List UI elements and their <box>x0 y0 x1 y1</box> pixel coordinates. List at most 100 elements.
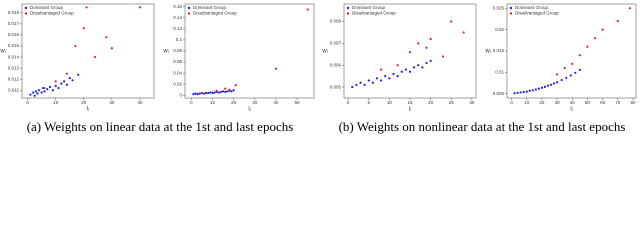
y-tick-label: 0.14 <box>173 15 182 20</box>
plot-frame <box>184 3 315 99</box>
point <box>33 94 36 97</box>
point <box>82 27 85 30</box>
point <box>36 92 39 95</box>
point <box>516 91 519 94</box>
point <box>355 83 358 86</box>
point <box>232 89 235 92</box>
x-tick-label: 40 <box>570 100 576 105</box>
point <box>60 82 63 85</box>
y-tick-label: 0.06 <box>173 59 182 64</box>
y-tick-label: 0.02 <box>495 27 504 32</box>
point <box>400 70 403 73</box>
legend-marker <box>346 12 350 15</box>
point <box>234 84 237 87</box>
point <box>388 77 391 80</box>
legend-marker <box>187 6 191 10</box>
y-tick-label: 0.012 <box>8 76 20 81</box>
point <box>546 84 550 87</box>
point <box>384 75 387 78</box>
point <box>351 85 354 89</box>
point <box>221 90 225 93</box>
point <box>219 90 223 94</box>
point <box>274 67 278 70</box>
point <box>110 47 113 50</box>
point <box>531 89 534 92</box>
y-tick-label: 0.018 <box>8 10 20 15</box>
y-tick-label: 0.12 <box>173 26 182 31</box>
x-tick-label: 20 <box>539 100 545 105</box>
x-tick-label: 30 <box>109 100 115 105</box>
point <box>578 54 581 57</box>
point <box>367 79 370 82</box>
point <box>40 91 43 94</box>
legend-label: Dominant Group <box>30 5 64 10</box>
x-tick-label: 5 <box>367 100 370 105</box>
y-axis-label: wᵢ <box>0 49 6 55</box>
point <box>549 83 553 86</box>
x-tick-label: 80 <box>630 100 636 105</box>
point <box>215 89 218 92</box>
point <box>48 85 52 89</box>
y-tick-label: 0.08 <box>173 48 182 53</box>
x-tick-label: 10 <box>524 100 530 105</box>
x-tick-label: 0 <box>347 100 350 105</box>
figure: (a) Weights on linear data at the 1st an… <box>0 3 637 134</box>
y-tick-label: 0.013 <box>8 65 20 70</box>
point <box>207 91 210 95</box>
point <box>555 73 559 76</box>
point <box>560 78 563 82</box>
point <box>65 72 69 75</box>
point <box>77 73 80 76</box>
x-axis-label: lᵢ <box>570 107 572 113</box>
y-tick-label: 0.014 <box>8 54 20 59</box>
point <box>224 90 227 94</box>
point <box>616 19 619 23</box>
x-tick-label: 40 <box>273 100 279 105</box>
point <box>54 80 57 83</box>
point <box>105 36 108 39</box>
point <box>522 90 525 94</box>
point <box>138 6 142 9</box>
point <box>519 91 522 94</box>
x-tick-label: 20 <box>81 100 87 105</box>
point <box>74 44 77 48</box>
point <box>408 50 412 54</box>
legend-label: Disadvantaged Group <box>193 11 237 16</box>
legend-marker <box>187 12 191 15</box>
point <box>396 64 399 67</box>
x-tick-label: 30 <box>555 100 561 105</box>
point <box>429 59 432 62</box>
point <box>217 91 220 94</box>
point <box>525 90 528 93</box>
y-tick-label: 0.04 <box>173 70 182 75</box>
point <box>213 91 216 94</box>
x-tick-label: 50 <box>295 100 301 105</box>
y-tick-label: 0.017 <box>8 21 20 26</box>
y-tick-label: 0.016 <box>8 32 20 37</box>
point <box>37 89 40 92</box>
legend-label: Disadvantaged Group <box>30 11 74 16</box>
y-tick-label: 0.16 <box>173 4 182 9</box>
point <box>32 91 35 94</box>
x-tick-label: 0 <box>510 100 513 105</box>
x-tick-label: 10 <box>210 100 216 105</box>
point <box>571 62 574 65</box>
plot-frame <box>21 3 155 99</box>
y-tick-label: 0 <box>179 92 182 97</box>
point <box>569 74 572 77</box>
point <box>57 86 60 90</box>
point <box>228 88 231 91</box>
point <box>450 20 453 23</box>
y-tick-label: 0.008 <box>330 19 342 24</box>
point <box>68 76 71 80</box>
point <box>429 37 432 41</box>
point <box>200 91 204 95</box>
point <box>306 8 309 11</box>
x-tick-label: 20 <box>428 100 434 105</box>
point <box>363 83 366 86</box>
point <box>417 64 420 67</box>
point <box>359 81 362 84</box>
point <box>34 90 38 93</box>
y-tick-label: 0.1 <box>176 37 183 42</box>
legend-label: Dominant Group <box>515 5 549 10</box>
